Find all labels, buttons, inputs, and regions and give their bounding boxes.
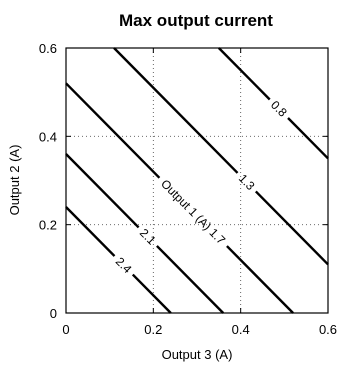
contour-line: [65, 82, 161, 179]
contour-line: [254, 190, 329, 266]
contour-line: [131, 273, 172, 314]
contour-label: 0.8: [268, 98, 290, 120]
x-tick-label: 0.2: [144, 322, 162, 337]
x-tick-label: 0: [62, 322, 69, 337]
grid-lines: [66, 48, 328, 313]
y-axis-label: Output 2 (A): [7, 145, 22, 216]
contour-label: 1.3: [236, 171, 258, 193]
contour-line: [217, 47, 271, 101]
contour-label: 2.4: [113, 254, 135, 276]
y-tick-label: 0.2: [39, 218, 57, 233]
contour-line: [287, 117, 329, 160]
contour-lines: [65, 47, 329, 314]
y-tick-label: 0.6: [39, 41, 57, 56]
contour-labels: 2.42.1 Output 1 (A) 1.7 1.3 0.8: [113, 98, 290, 277]
x-axis-label: Output 3 (A): [162, 347, 233, 362]
y-tick-label: 0.4: [39, 129, 57, 144]
contour-label: Output 1 (A) 1.7: [158, 177, 228, 248]
x-tick-label: 0.4: [232, 322, 250, 337]
contour-label: 2.1: [137, 226, 159, 248]
contour-line: [113, 47, 239, 174]
chart-title: Max output current: [119, 11, 273, 30]
contour-line: [156, 245, 225, 314]
contour-line: [65, 206, 116, 257]
contour-line: [65, 153, 140, 229]
y-tick-label: 0: [50, 306, 57, 321]
plot-frame: [65, 47, 329, 314]
x-tick-label: 0.6: [319, 322, 337, 337]
contour-line: [226, 245, 294, 314]
axis-ticks: 0 0.2 0.4 0.6 0 0.2 0.4 0.6: [39, 41, 337, 337]
